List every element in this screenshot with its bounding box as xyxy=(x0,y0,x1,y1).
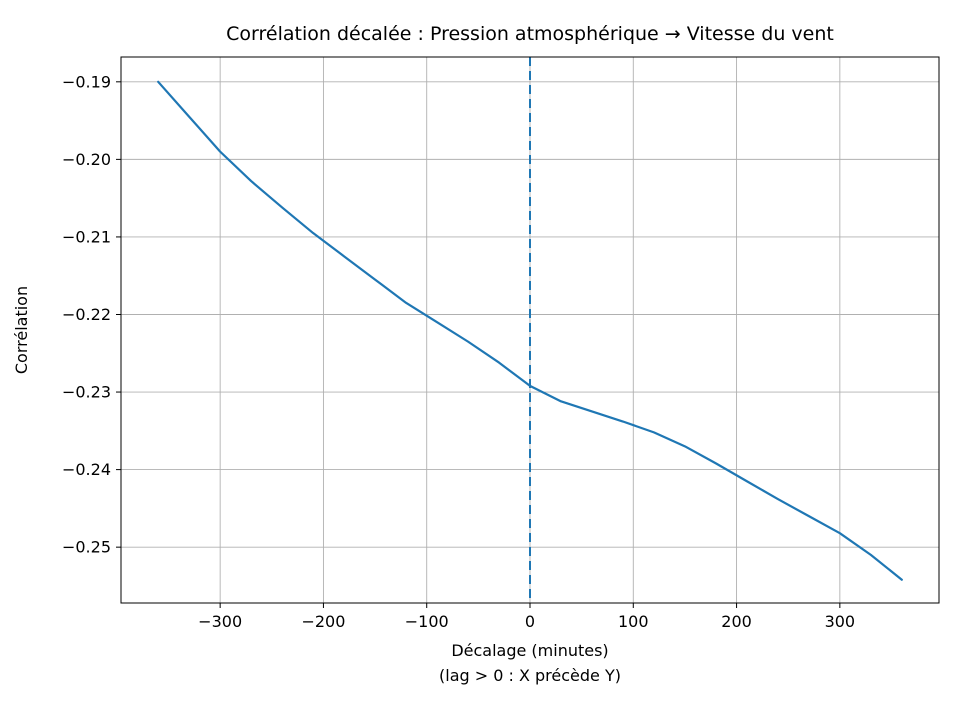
x-axis-label-line2: (lag > 0 : X précède Y) xyxy=(439,666,621,685)
x-tick-label: 200 xyxy=(721,612,752,631)
y-tick-label: −0.23 xyxy=(62,383,111,402)
y-axis-label: Corrélation xyxy=(12,286,31,374)
tick-labels: −300 −200 −100 0 100 200 300 −0.19 −0.20 −0.21 −0.… xyxy=(62,72,855,631)
tick-marks xyxy=(116,81,841,608)
y-tick-label: −0.25 xyxy=(62,538,111,557)
series-cross-correlation xyxy=(157,80,903,581)
y-tick-label: −0.22 xyxy=(62,305,111,324)
y-tick-label: −0.24 xyxy=(62,460,111,479)
y-tick-label: −0.19 xyxy=(62,72,111,91)
x-tick-label: 300 xyxy=(825,612,856,631)
x-tick-label: 100 xyxy=(618,612,649,631)
chart-title: Corrélation décalée : Pression atmosphér… xyxy=(226,23,834,45)
x-tick-label: −200 xyxy=(301,612,345,631)
y-tick-label: −0.20 xyxy=(62,150,111,169)
x-tick-label: −300 xyxy=(198,612,242,631)
x-tick-label: 0 xyxy=(525,612,535,631)
x-axis-label-line1: Décalage (minutes) xyxy=(451,641,608,660)
y-tick-label: −0.21 xyxy=(62,227,111,246)
correlation-line xyxy=(157,80,903,581)
x-tick-label: −100 xyxy=(405,612,449,631)
